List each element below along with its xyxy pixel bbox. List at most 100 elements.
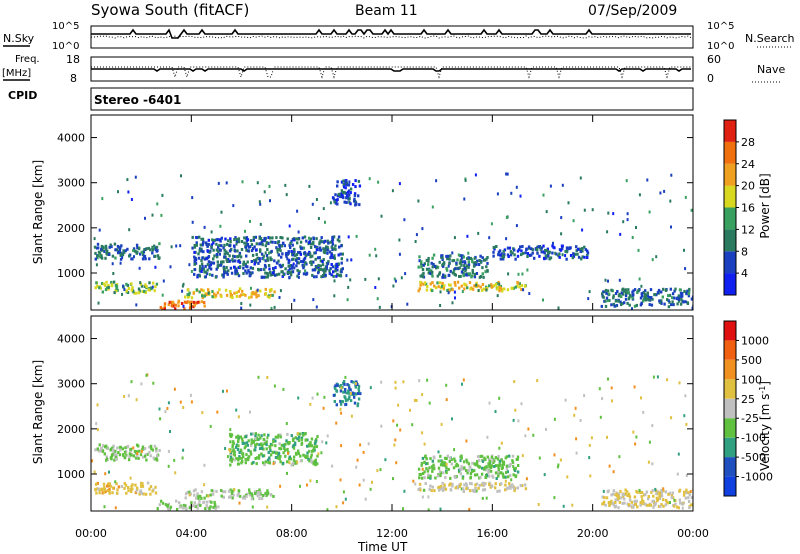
data-cell — [515, 185, 518, 189]
data-cell — [558, 252, 561, 256]
data-cell — [432, 262, 435, 266]
data-cell — [110, 454, 114, 458]
data-cell — [268, 270, 272, 274]
data-cell — [247, 249, 250, 253]
data-cell — [108, 482, 111, 486]
data-cell — [306, 444, 309, 448]
data-cell — [571, 503, 574, 507]
data-cell — [551, 251, 554, 255]
colorbar-tick-label: 20 — [741, 180, 755, 193]
data-cell — [624, 488, 627, 492]
colorbar-tick-label: -1000 — [741, 471, 773, 484]
data-cell — [268, 236, 272, 240]
data-cell — [508, 454, 511, 458]
data-cell — [330, 254, 333, 258]
data-cell — [622, 220, 625, 224]
data-cell — [438, 470, 441, 473]
data-cell — [502, 462, 506, 466]
data-cell — [279, 460, 282, 464]
data-cell — [277, 253, 281, 257]
y-tick-label: 1000 — [57, 468, 85, 481]
data-cell — [501, 255, 504, 259]
data-cell — [124, 249, 127, 253]
x-tick-label: 08:00 — [276, 527, 308, 540]
data-cell — [617, 492, 621, 496]
data-cell — [151, 285, 154, 289]
data-cell — [318, 256, 321, 260]
data-cell — [211, 290, 214, 294]
data-cell — [259, 250, 262, 254]
data-cell — [375, 254, 378, 258]
colorbar-tick-label: 4 — [741, 267, 748, 280]
data-cell — [219, 263, 222, 267]
data-cell — [451, 301, 454, 305]
data-cell — [335, 403, 338, 407]
data-cell — [335, 389, 339, 393]
data-cell — [553, 417, 556, 421]
data-cell — [314, 463, 317, 467]
data-cell — [145, 458, 148, 462]
data-cell — [320, 236, 323, 240]
data-cell — [559, 458, 562, 462]
data-cell — [188, 293, 190, 296]
colorbar-tick-label: 100 — [741, 373, 762, 386]
data-cell — [326, 245, 329, 249]
data-cell — [259, 248, 262, 252]
data-cell — [498, 396, 501, 400]
data-cell — [530, 247, 533, 251]
data-cell — [344, 403, 348, 406]
data-cell — [679, 291, 683, 295]
data-cell — [502, 287, 506, 291]
data-cell — [473, 272, 476, 276]
data-cell — [649, 503, 653, 507]
data-cell — [572, 219, 575, 223]
data-cell — [560, 216, 563, 220]
data-cell — [278, 263, 281, 267]
data-cell — [126, 444, 130, 448]
data-cell — [579, 250, 582, 254]
data-cell — [333, 279, 336, 283]
data-cell — [188, 493, 191, 497]
data-cell — [211, 238, 214, 242]
data-cell — [354, 382, 357, 386]
data-cell — [336, 184, 339, 188]
data-cell — [155, 449, 158, 453]
data-cell — [319, 239, 322, 243]
data-cell — [378, 305, 381, 309]
data-cell — [466, 460, 469, 464]
data-cell — [265, 241, 268, 245]
colorbar-tick-label: 1000 — [741, 334, 769, 347]
data-cell — [268, 295, 271, 299]
data-cell — [664, 498, 668, 502]
data-cell — [358, 184, 362, 188]
data-cell — [214, 295, 217, 299]
data-cell — [334, 193, 337, 197]
data-cell — [292, 262, 295, 266]
data-cell — [126, 247, 129, 251]
data-cell — [355, 234, 358, 238]
data-cell — [659, 191, 662, 195]
data-cell — [264, 460, 267, 464]
data-cell — [248, 270, 251, 274]
data-cell — [126, 283, 129, 287]
data-cell — [513, 489, 516, 493]
data-cell — [224, 447, 227, 450]
data-cell — [274, 456, 278, 459]
data-cell — [128, 228, 131, 232]
data-cell — [220, 210, 223, 214]
data-cell — [286, 460, 289, 464]
data-cell — [117, 451, 120, 454]
data-cell — [206, 263, 209, 267]
data-cell — [289, 241, 292, 245]
data-cell — [138, 266, 141, 270]
data-cell — [679, 302, 683, 306]
data-cell — [640, 294, 644, 298]
data-cell — [336, 202, 339, 206]
data-cell — [190, 296, 194, 300]
data-cell — [267, 451, 270, 454]
data-cell — [266, 275, 269, 279]
data-cell — [115, 248, 118, 252]
data-cell — [179, 244, 182, 248]
data-cell — [684, 300, 687, 304]
